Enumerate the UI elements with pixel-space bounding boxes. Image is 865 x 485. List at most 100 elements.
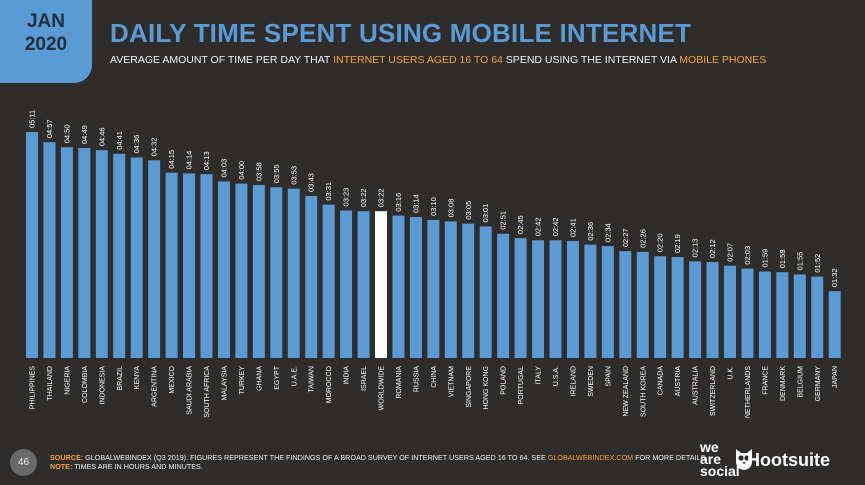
bar-kenya <box>130 157 143 358</box>
value-label: 04:15 <box>167 150 176 169</box>
value-label: 04:49 <box>80 125 89 144</box>
category-label: NEW ZEALAND <box>623 366 630 417</box>
value-label: 01:59 <box>760 249 769 268</box>
category-label: U.A.E. <box>291 366 298 386</box>
category-label: ROMANIA <box>396 366 403 399</box>
value-label: 04:03 <box>219 159 228 178</box>
bar-thailand <box>43 142 56 358</box>
category-label: SAUDI ARABIA <box>187 366 194 415</box>
bar-austria <box>671 256 684 358</box>
bar-south-korea <box>636 251 649 358</box>
value-label: 05:11 <box>28 110 37 128</box>
value-label: 02:42 <box>551 217 560 236</box>
value-label: 04:50 <box>62 124 71 143</box>
value-label: 03:53 <box>289 166 298 185</box>
bar-worldwide <box>375 211 387 358</box>
note-text: TIMES ARE IN HOURS AND MINUTES. <box>72 462 203 471</box>
category-label: JAPAN <box>832 366 839 388</box>
category-label: POLAND <box>501 366 508 395</box>
value-label: 01:52 <box>813 254 822 273</box>
category-label: INDONESIA <box>99 366 106 405</box>
bar-switzerland <box>706 262 719 358</box>
bar-philippines <box>26 132 38 358</box>
bar-portugal <box>514 238 527 358</box>
value-label: 02:07 <box>726 243 735 262</box>
bar-romania <box>392 215 405 358</box>
bar-colombia <box>78 147 91 358</box>
bar-vietnam <box>444 221 457 358</box>
bar-new-zealand <box>619 251 632 358</box>
category-label: CANADA <box>658 366 665 396</box>
value-label: 02:19 <box>673 234 682 253</box>
bar-brazil <box>113 153 126 358</box>
hootsuite-owl-icon <box>736 449 752 470</box>
value-label: 03:23 <box>342 188 351 207</box>
note-line: NOTE: TIMES ARE IN HOURS AND MINUTES. <box>50 462 707 471</box>
category-label: SOUTH KOREA <box>640 366 647 417</box>
bar-india <box>340 210 353 358</box>
subtitle-text-2: SPEND USING THE INTERNET VIA <box>502 54 680 66</box>
value-label: 02:20 <box>656 233 665 252</box>
bar-morocco <box>322 204 335 358</box>
bar-saudi-arabia <box>183 173 196 358</box>
bar-malaysia <box>217 181 230 358</box>
value-label: 04:32 <box>150 138 159 157</box>
value-label: 03:22 <box>377 188 386 207</box>
value-label: 03:14 <box>411 194 420 213</box>
note-label: NOTE: <box>50 462 73 471</box>
category-label: THAILAND <box>47 366 54 401</box>
value-label: 01:58 <box>778 249 787 268</box>
subtitle-highlight-2: MOBILE PHONES <box>679 54 767 66</box>
category-label: INDIA <box>344 366 351 385</box>
date-month: JAN <box>26 11 65 32</box>
category-label: SPAIN <box>605 366 612 387</box>
category-label: FRANCE <box>762 366 769 395</box>
bar-denmark <box>776 272 789 358</box>
source-text: GLOBALWEBINDEX (Q3 2019). FIGURES REPRES… <box>83 453 548 462</box>
value-label: 02:26 <box>638 229 647 248</box>
value-label: 03:05 <box>464 201 473 220</box>
bar-belgium <box>793 274 806 358</box>
source-line: SOURCE: GLOBALWEBINDEX (Q3 2019). FIGURE… <box>50 453 707 462</box>
bar-japan <box>828 291 841 358</box>
subtitle-highlight-1: INTERNET USERS AGED 16 TO 64 <box>333 54 503 66</box>
category-label: PORTUGAL <box>518 366 525 404</box>
category-label: MALAYSIA <box>221 366 228 401</box>
category-label: IRELAND <box>570 366 577 396</box>
value-label: 02:45 <box>516 215 525 234</box>
value-label: 02:36 <box>586 222 595 241</box>
bar-poland <box>497 233 510 358</box>
value-label: 01:55 <box>795 252 804 271</box>
bar-singapore <box>462 223 475 358</box>
bar-canada <box>654 256 667 358</box>
category-label: U.S.A. <box>553 366 560 386</box>
bar-south-africa <box>200 174 213 358</box>
value-label: 02:42 <box>534 217 543 236</box>
bar-israel <box>357 211 370 358</box>
category-label: RUSSIA <box>413 366 420 392</box>
bar-mexico <box>165 172 178 358</box>
category-label: AUSTRIA <box>675 366 682 397</box>
category-label: TURKEY <box>239 366 246 395</box>
category-label: MEXICO <box>169 365 176 393</box>
value-label: 03:01 <box>481 204 490 223</box>
bar-argentina <box>148 160 161 358</box>
bar-france <box>758 271 771 358</box>
category-label: TAIWAN <box>309 366 316 392</box>
subtitle-text-1: AVERAGE AMOUNT OF TIME PER DAY THAT <box>110 54 334 66</box>
value-label: 03:58 <box>254 162 263 181</box>
bar-nigeria <box>60 147 73 358</box>
bar-italy <box>532 240 545 358</box>
bar-u-a-e- <box>287 188 300 358</box>
category-label: ARGENTINA <box>152 366 159 407</box>
source-link[interactable]: GLOBALWEBINDEX.COM <box>547 453 634 462</box>
bar-taiwan <box>305 195 318 358</box>
value-label: 04:14 <box>185 151 194 170</box>
hootsuite-logo: Hootsuite <box>747 450 830 470</box>
value-label: 03:10 <box>429 197 438 216</box>
bar-russia <box>409 217 422 358</box>
category-label: COLOMBIA <box>82 366 89 403</box>
page-title: DAILY TIME SPENT USING MOBILE INTERNET <box>110 18 692 48</box>
category-label: KENYA <box>134 366 141 390</box>
value-label: 02:03 <box>743 246 752 265</box>
